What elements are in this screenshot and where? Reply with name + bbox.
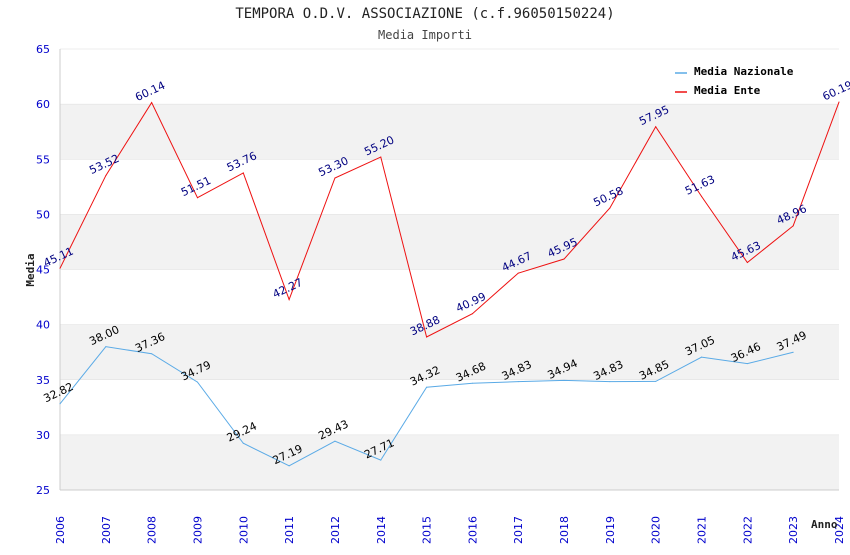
grid-band (60, 324, 839, 380)
data-point (288, 465, 290, 467)
series-line-1 (59, 101, 840, 338)
x-tick-label: 2021 (696, 516, 709, 544)
y-tick-label: 30 (36, 429, 50, 442)
data-point (517, 272, 519, 274)
data-point (380, 156, 382, 158)
y-tick-label: 65 (36, 43, 50, 56)
data-point (563, 258, 565, 260)
x-tick-label: 2006 (54, 516, 67, 544)
x-tick-label: 2011 (283, 516, 296, 544)
legend-label-media-ente: Media Ente (694, 84, 761, 97)
data-point (426, 336, 428, 338)
data-point (792, 351, 794, 353)
y-tick-label: 50 (36, 208, 50, 221)
grid-band (60, 104, 839, 160)
data-point (701, 195, 703, 197)
legend-label-media-nazionale: Media Nazionale (694, 65, 794, 78)
data-point (609, 381, 611, 383)
x-axis-label: Anno (811, 518, 838, 531)
x-tick-label: 2015 (421, 516, 434, 544)
data-point (517, 381, 519, 383)
x-axis-ticks: 2006 2007 2008 2009 2010 2011 2012 2014 2015 2016… (54, 516, 846, 544)
x-tick-label: 2010 (237, 516, 250, 544)
grid-band (60, 214, 839, 270)
data-point (563, 379, 565, 381)
x-tick-label: 2012 (329, 516, 342, 544)
data-point (380, 459, 382, 461)
x-tick-label: 2017 (512, 516, 525, 544)
x-tick-label: 2018 (558, 516, 571, 544)
y-axis-label: Media (24, 253, 37, 286)
legend-box (668, 60, 810, 102)
data-point (151, 102, 153, 104)
grid-band (60, 159, 839, 215)
data-point (655, 126, 657, 128)
grid-band (60, 379, 839, 435)
x-tick-label: 2014 (375, 516, 388, 544)
x-tick-label: 2016 (466, 516, 479, 544)
data-point (792, 225, 794, 227)
data-point (655, 380, 657, 382)
data-point (334, 440, 336, 442)
data-point (105, 175, 107, 177)
x-tick-label: 2020 (650, 516, 663, 544)
chart-subtitle: Media Importi (378, 28, 472, 42)
series-lines (59, 101, 840, 467)
grid-bands (59, 48, 839, 491)
data-point (151, 353, 153, 355)
data-point (59, 267, 61, 269)
grid-band (60, 269, 839, 325)
data-point (701, 356, 703, 358)
data-point (288, 299, 290, 301)
legend: Media Nazionale Media Ente (668, 60, 810, 102)
grid-band (60, 434, 839, 490)
data-point (471, 382, 473, 384)
data-point (471, 313, 473, 315)
data-point (746, 363, 748, 365)
data-point (59, 403, 61, 405)
y-tick-label: 35 (36, 374, 50, 387)
data-point (242, 442, 244, 444)
data-point (196, 197, 198, 199)
x-tick-label: 2024 (833, 516, 846, 544)
x-tick-label: 2023 (787, 516, 800, 544)
x-tick-label: 2008 (146, 516, 159, 544)
data-point (242, 172, 244, 174)
y-tick-label: 60 (36, 98, 50, 111)
data-point (426, 386, 428, 388)
chart-title: TEMPORA O.D.V. ASSOCIAZIONE (c.f.9605015… (235, 6, 614, 22)
y-tick-label: 45 (36, 264, 50, 277)
y-tick-label: 40 (36, 319, 50, 332)
x-tick-label: 2019 (604, 516, 617, 544)
y-tick-label: 25 (36, 484, 50, 497)
data-point (838, 101, 840, 103)
data-point (196, 381, 198, 383)
x-tick-label: 2009 (191, 516, 204, 544)
data-point (334, 177, 336, 179)
data-point (609, 207, 611, 209)
y-axis-ticks: 25 30 35 40 45 50 55 60 65 (36, 43, 50, 497)
data-point (105, 346, 107, 348)
x-tick-label: 2022 (741, 516, 754, 544)
data-point (746, 262, 748, 264)
x-tick-label: 2007 (100, 516, 113, 544)
y-tick-label: 55 (36, 153, 50, 166)
